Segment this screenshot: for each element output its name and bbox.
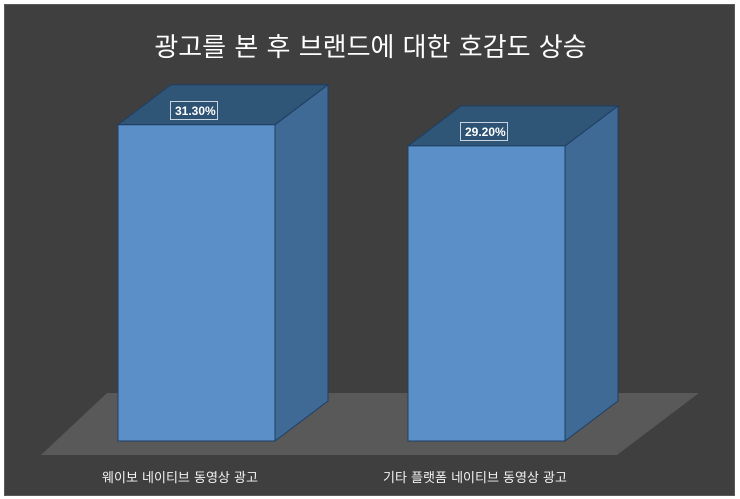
data-label: 31.30% bbox=[170, 100, 218, 120]
bar-side-1 bbox=[564, 104, 619, 443]
category-label: 기타 플랫폼 네이티브 동영상 광고 bbox=[383, 471, 567, 486]
data-label: 29.20% bbox=[460, 121, 508, 141]
plot-area bbox=[41, 83, 699, 455]
chart-title: 광고를 본 후 브랜드에 대한 호감도 상승 bbox=[154, 33, 587, 63]
chart-area: 광고를 본 후 브랜드에 대한 호감도 상승 31.30% 웨이보 네이티브 동영… bbox=[4, 4, 735, 496]
bar-1 bbox=[407, 145, 566, 442]
bar-0 bbox=[117, 124, 276, 442]
category-label: 웨이보 네이티브 동영상 광고 bbox=[102, 471, 258, 486]
bar-side-0 bbox=[274, 83, 329, 443]
